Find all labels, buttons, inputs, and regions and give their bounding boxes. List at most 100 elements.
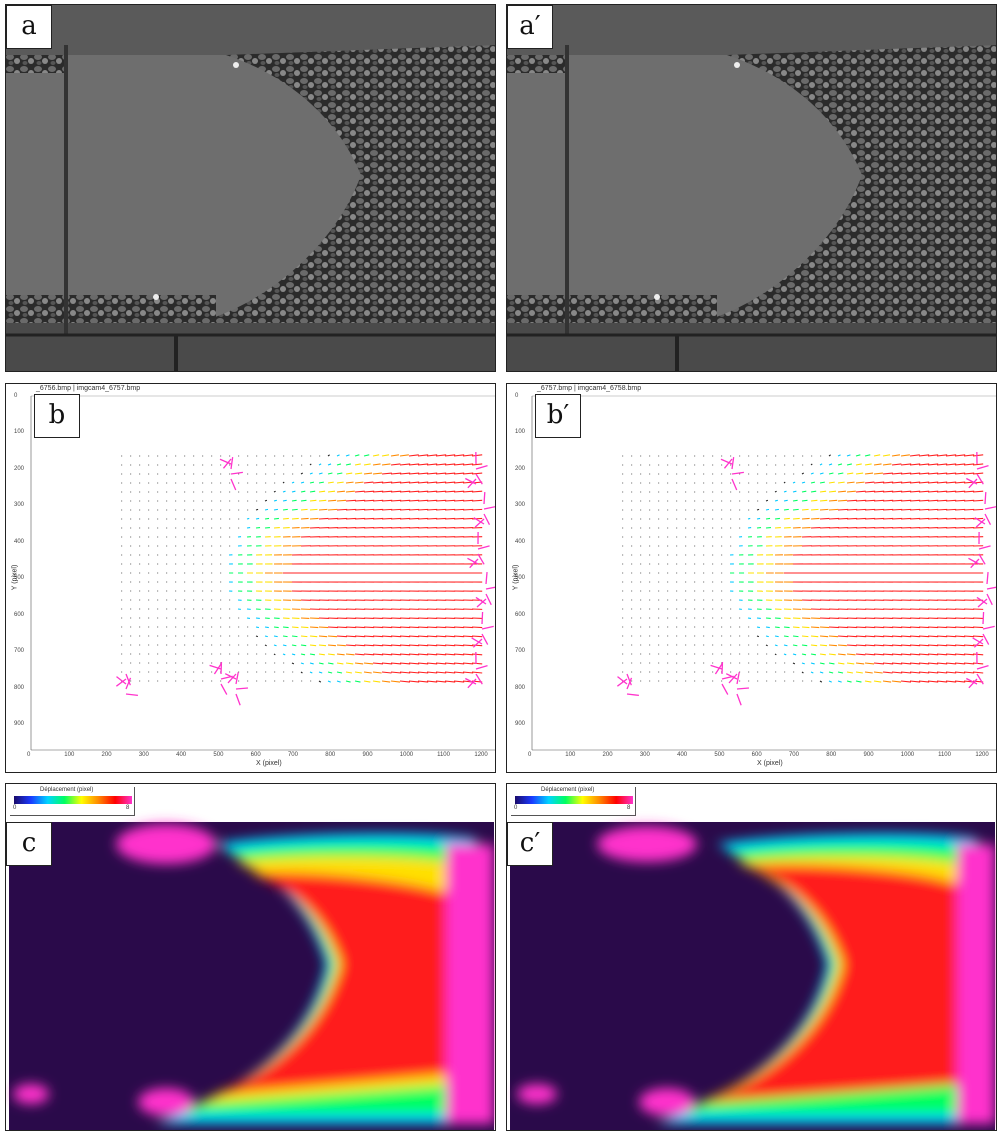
displacement-vector <box>909 635 921 638</box>
displacement-vector <box>963 626 975 629</box>
displacement-vector <box>372 463 381 466</box>
displacement-vector <box>309 653 316 656</box>
displacement-vector <box>444 635 456 638</box>
outlier-vector <box>469 558 479 569</box>
displacement-vector <box>354 653 365 656</box>
outlier-vector <box>481 633 489 645</box>
displacement-vector <box>873 481 885 484</box>
x-tick-label: 200 <box>101 752 112 758</box>
displacement-vector <box>918 644 930 647</box>
displacement-vector <box>471 671 483 674</box>
displacement-vector <box>354 508 366 511</box>
displacement-vector <box>327 671 333 674</box>
displacement-vector <box>426 508 438 511</box>
outlier-vector <box>125 693 138 697</box>
displacement-vector <box>408 499 420 502</box>
displacement-vector <box>828 635 839 638</box>
displacement-vector <box>855 454 861 457</box>
displacement-vector <box>963 463 975 466</box>
displacement-vector <box>819 680 823 683</box>
displacement-vector <box>801 472 804 475</box>
displacement-vector <box>300 517 309 520</box>
displacement-vector <box>792 499 798 502</box>
outlier-vector <box>471 637 483 645</box>
displacement-vector <box>909 508 921 511</box>
displacement-vector <box>318 671 323 674</box>
displacement-vector <box>945 463 957 466</box>
displacement-vector <box>891 517 903 520</box>
displacement-vector <box>381 662 393 665</box>
panel-label-b-prime: b′ <box>535 394 581 438</box>
displacement-vector <box>471 463 483 466</box>
displacement-vector <box>444 671 456 674</box>
outlier-vector <box>116 676 127 685</box>
displacement-vector <box>453 626 465 629</box>
outlier-vector <box>976 465 989 470</box>
displacement-vector <box>390 635 402 638</box>
displacement-vector <box>336 517 348 520</box>
x-axis-label-b: X (pixel) <box>256 760 282 767</box>
displacement-vector <box>783 490 787 493</box>
displacement-vector <box>381 481 393 484</box>
displacement-vector <box>336 481 344 484</box>
displacement-vector <box>390 454 400 457</box>
displacement-vector <box>336 463 342 466</box>
displacement-vector <box>354 644 366 647</box>
displacement-vector <box>864 454 871 457</box>
displacement-vector <box>810 671 814 674</box>
displacement-vector <box>408 644 420 647</box>
displacement-vector <box>327 481 334 484</box>
colorbar-title-c: Déplacement (pixel) <box>40 787 94 793</box>
displacement-vector <box>819 499 828 502</box>
displacement-vector <box>426 653 438 656</box>
displacement-vector <box>444 653 456 656</box>
displacement-vector <box>792 517 800 520</box>
displacement-vector <box>417 463 429 466</box>
displacement-vector <box>945 662 957 665</box>
displacement-vector <box>327 463 332 466</box>
x-tick-label: 700 <box>287 752 298 758</box>
displacement-vector <box>264 499 268 502</box>
displacement-vector <box>345 472 353 475</box>
displacement-vector <box>918 454 930 457</box>
displacement-vector <box>435 662 447 665</box>
displacement-vector <box>837 454 841 457</box>
displacement-vector <box>471 653 483 656</box>
displacement-vector <box>255 626 259 629</box>
displacement-vector <box>282 517 289 520</box>
displacement-vector <box>900 653 912 656</box>
displacement-vector <box>855 626 867 629</box>
displacement-vector <box>801 517 810 520</box>
displacement-vector <box>318 662 324 665</box>
displacement-vector <box>390 517 402 520</box>
displacement-vector <box>336 490 345 493</box>
displacement-vector <box>363 653 375 656</box>
displacement-vector <box>381 626 393 629</box>
displacement-vector <box>300 508 308 511</box>
y-tick-label: 200 <box>14 465 25 472</box>
displacement-vector <box>972 508 984 511</box>
displacement-vector <box>792 662 796 665</box>
displacement-vector <box>417 671 429 674</box>
displacement-vector <box>462 463 474 466</box>
outlier-vector <box>725 673 738 680</box>
displacement-vector <box>291 508 298 511</box>
displacement-vector <box>855 517 867 520</box>
displacement-vector <box>462 508 474 511</box>
displacement-vector <box>945 481 957 484</box>
outlier-vector <box>982 633 990 645</box>
displacement-vector <box>372 662 384 665</box>
displacement-vector <box>909 653 921 656</box>
displacement-vector <box>936 499 948 502</box>
displacement-vector <box>471 490 483 493</box>
displacement-vector <box>828 508 839 511</box>
displacement-vector <box>918 508 930 511</box>
displacement-vector <box>837 463 843 466</box>
displacement-vector <box>828 472 834 475</box>
outlier-vector <box>982 611 985 625</box>
displacement-vector <box>819 644 828 647</box>
displacement-vector <box>954 626 966 629</box>
displacement-vector <box>345 508 357 511</box>
displacement-vector <box>837 644 847 647</box>
displacement-vector <box>453 508 465 511</box>
